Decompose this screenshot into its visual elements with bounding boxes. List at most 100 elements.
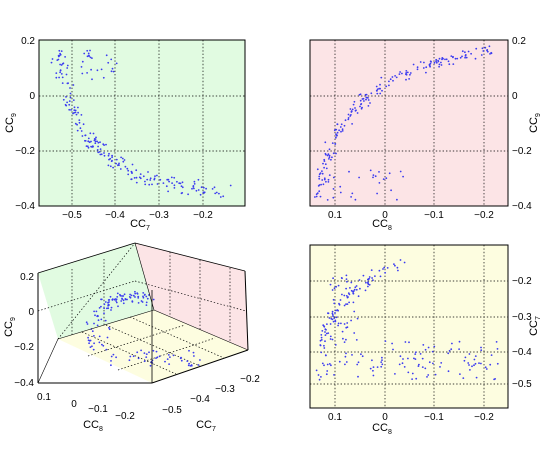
scatter-point (354, 107, 356, 109)
scatter-point (419, 61, 422, 63)
scatter-point (115, 62, 118, 65)
wall-grid (37, 242, 247, 375)
box-edges (37, 242, 249, 384)
scatter-point (381, 356, 383, 359)
panel-bottom-left-3d: −0.4 −0.2 0 0.2 0.1 0 −0.1 −0.2 −0.5 −0.… (3, 242, 260, 433)
scatter-point (197, 364, 200, 366)
scatter-point (385, 177, 388, 180)
scatter-point (112, 353, 115, 356)
scatter-point (69, 96, 72, 99)
scatter-points (315, 259, 499, 381)
y-tick-label: −0.3 (512, 312, 532, 323)
y-tick-labels: −0.5 −0.4 −0.3 −0.2 (162, 374, 260, 416)
scatter-point (95, 136, 97, 139)
scatter-point (422, 67, 425, 69)
scatter-point (115, 356, 117, 359)
y-tick-label: 0 (29, 91, 35, 102)
scatter-point (416, 68, 419, 71)
scatter-point (323, 364, 325, 367)
scatter-point (459, 56, 462, 59)
scatter-point (340, 277, 343, 279)
scatter-point (337, 322, 340, 325)
scatter-point (107, 164, 110, 167)
scatter-point (490, 354, 493, 356)
scatter-point (424, 348, 427, 351)
scatter-point (197, 189, 200, 191)
scatter-point (136, 351, 139, 354)
x-tick-label: −0.2 (193, 210, 213, 221)
scatter-point (58, 76, 60, 79)
scatter-points (50, 49, 232, 198)
scatter-point (60, 73, 63, 75)
scatter-point (80, 130, 83, 132)
scatter-point (381, 89, 383, 92)
scatter-point (359, 99, 362, 102)
scatter-point (398, 73, 401, 75)
scatter-point (348, 293, 351, 296)
scatter-point (87, 137, 90, 140)
scatter-point (192, 351, 195, 354)
y-tick-label: −0.2 (512, 276, 532, 287)
scatter-point (126, 167, 129, 170)
scatter-point (367, 281, 369, 283)
scatter-point (352, 292, 355, 295)
scatter-point (94, 142, 97, 145)
scatter-point (337, 309, 339, 312)
scatter-point (367, 99, 370, 101)
scatter-point (108, 326, 110, 329)
scatter-point (336, 131, 339, 134)
scatter-point (86, 55, 89, 58)
scatter-point (475, 376, 478, 379)
scatter-point (190, 364, 193, 366)
scatter-point (72, 99, 75, 101)
scatter-point (108, 301, 110, 303)
scatter-point (328, 317, 331, 319)
scatter-point (62, 98, 65, 101)
scatter-point (473, 364, 475, 367)
scatter-point (405, 70, 408, 72)
scatter-point (99, 153, 102, 156)
scatter-point (66, 64, 69, 67)
scatter-point (376, 92, 379, 95)
scatter-point (111, 298, 114, 301)
panel-top-right: 0.1 0 −0.1 −0.2 −0.4 −0.2 0 0.2 CC8 CC9 (309, 36, 542, 232)
scatter-point (142, 295, 144, 298)
scatter-point (319, 195, 322, 198)
scatter-point (452, 63, 455, 65)
scatter-point (379, 83, 381, 86)
scatter-point (496, 362, 499, 365)
scatter-point (137, 302, 140, 304)
scatter-point (444, 58, 446, 61)
scatter-point (149, 364, 152, 367)
scatter-point (105, 348, 108, 351)
scatter-point (137, 295, 140, 298)
scatter-point (321, 179, 324, 181)
scatter-point (320, 334, 323, 336)
scatter-point (351, 354, 353, 356)
scatter-point (448, 63, 451, 66)
scatter-point (411, 372, 414, 375)
scatter-point (173, 176, 176, 179)
scatter-point (147, 171, 149, 173)
scatter-point (192, 186, 195, 188)
scatter-point (117, 305, 119, 308)
scatter-point (441, 58, 443, 61)
scatter-point (422, 344, 425, 346)
y-tick-label: −0.4 (190, 394, 210, 405)
scatter-point (364, 289, 367, 292)
scatter-point (402, 358, 404, 360)
scatter-point (107, 154, 110, 157)
scatter-point (335, 134, 338, 137)
scatter-point (131, 301, 134, 303)
scatter-point (380, 76, 383, 79)
scatter-point (398, 363, 401, 366)
scatter-point (136, 292, 139, 295)
scatter-point (121, 295, 123, 297)
scatter-point (142, 292, 145, 294)
scatter-point (354, 286, 357, 289)
scatter-point (450, 55, 453, 57)
scatter-point (135, 181, 138, 184)
x-tick-label: −0.1 (424, 412, 444, 423)
scatter-point (372, 369, 374, 372)
scatter-point (456, 57, 459, 60)
